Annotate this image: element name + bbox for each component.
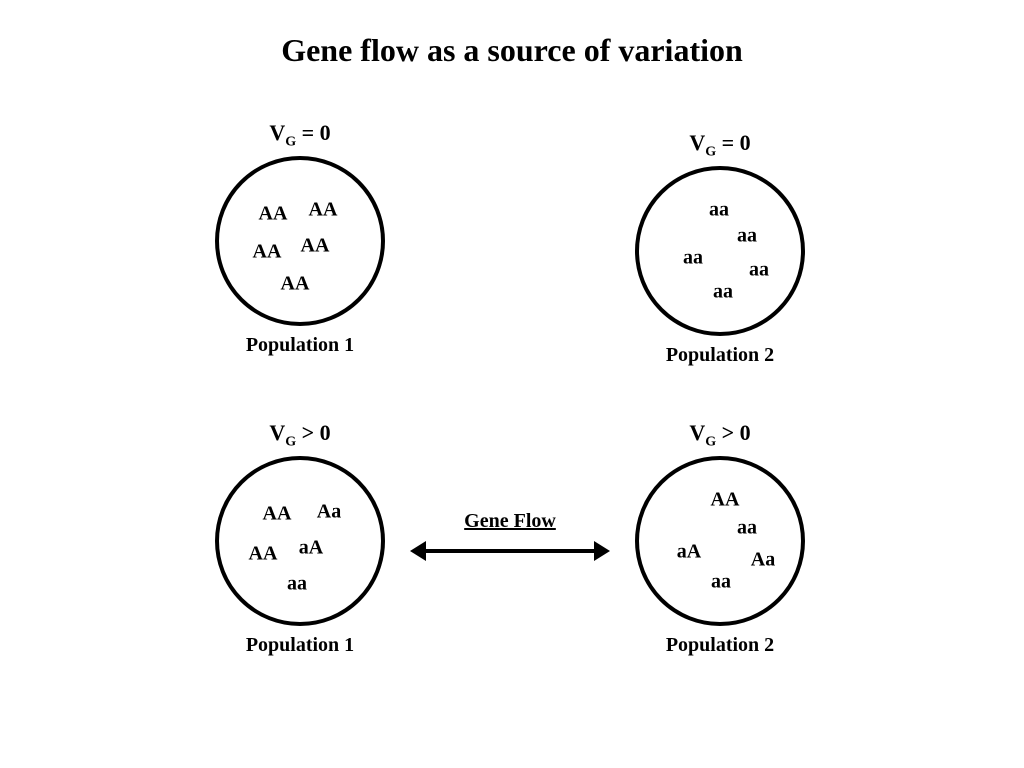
population-circle: aaaaaaaaaa	[635, 166, 805, 336]
population-circle: AAaaaAAaaa	[635, 456, 805, 626]
variance-symbol: V	[269, 120, 285, 145]
variance-subscript: G	[285, 134, 296, 149]
genotype-label: aa	[737, 225, 757, 248]
genotype-label: aa	[713, 281, 733, 304]
variance-subscript: G	[705, 144, 716, 159]
genotype-label: Aa	[317, 501, 341, 524]
variance-relation: = 0	[302, 120, 331, 145]
genotype-label: AA	[249, 543, 278, 566]
genotype-label: aA	[677, 541, 701, 564]
genotype-label: Aa	[751, 549, 775, 572]
population-label: Population 1	[120, 634, 480, 657]
genotype-label: AA	[309, 199, 338, 222]
variance-subscript: G	[285, 434, 296, 449]
genotype-label: aa	[683, 247, 703, 270]
population-circle: AA Aa AA aA aa	[215, 456, 385, 626]
variance-symbol: V	[689, 130, 705, 155]
genotype-label: AA	[253, 241, 282, 264]
variance-relation: > 0	[302, 420, 331, 445]
population-circle: AA AA AA AA AA	[215, 156, 385, 326]
variance-relation: > 0	[722, 420, 751, 445]
variance-symbol: V	[689, 420, 705, 445]
variance-relation: = 0	[722, 130, 751, 155]
genotype-label: AA	[281, 273, 310, 296]
genotype-label: aa	[709, 199, 729, 222]
variance-symbol: V	[269, 420, 285, 445]
population-label: Population 1	[120, 334, 480, 357]
genotype-label: AA	[301, 235, 330, 258]
variance-label: VG > 0	[540, 420, 900, 450]
population-cell-top-left: VG = 0 AA AA AA AA AA Population 1	[120, 120, 480, 357]
variance-label: VG = 0	[120, 120, 480, 150]
diagram-stage: Gene flow as a source of variation VG = …	[0, 0, 1024, 768]
circle-outline	[635, 166, 805, 336]
variance-label: VG > 0	[120, 420, 480, 450]
genotype-label: aa	[711, 571, 731, 594]
double-arrow-icon	[410, 537, 610, 565]
genotype-label: AA	[711, 489, 740, 512]
genotype-label: aa	[737, 517, 757, 540]
arrow-label: Gene Flow	[410, 510, 610, 533]
genotype-label: aA	[299, 537, 323, 560]
variance-label: VG = 0	[540, 130, 900, 160]
genotype-label: aa	[287, 573, 307, 596]
variance-subscript: G	[705, 434, 716, 449]
genotype-label: AA	[259, 203, 288, 226]
population-label: Population 2	[540, 344, 900, 367]
page-title: Gene flow as a source of variation	[0, 32, 1024, 69]
population-label: Population 2	[540, 634, 900, 657]
population-cell-top-right: VG = 0aaaaaaaaaaPopulation 2	[540, 130, 900, 367]
gene-flow-arrow: Gene Flow	[410, 510, 610, 565]
circle-outline	[635, 456, 805, 626]
genotype-label: AA	[263, 503, 292, 526]
genotype-label: aa	[749, 259, 769, 282]
